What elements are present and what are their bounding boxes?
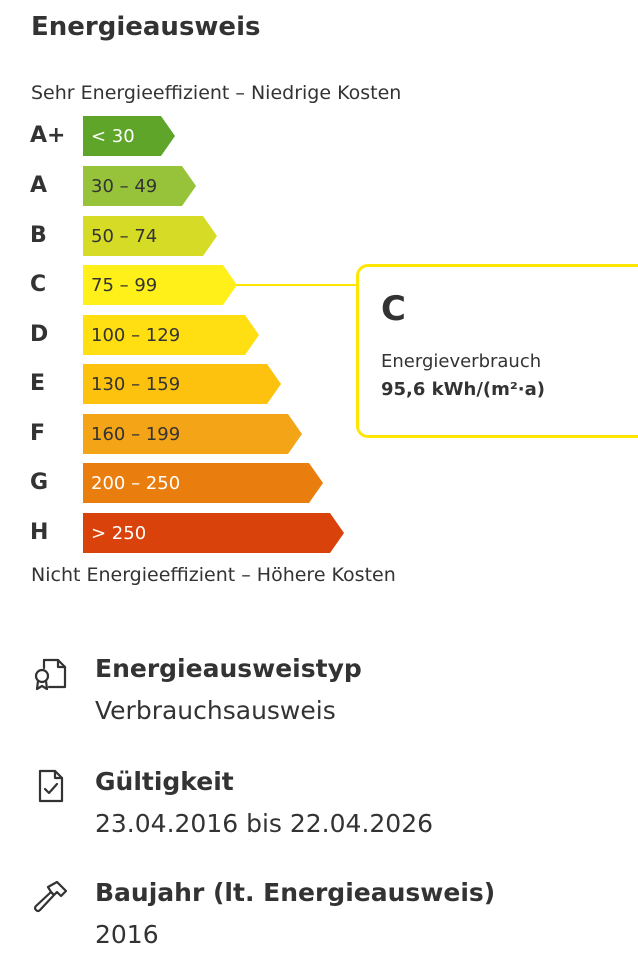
scale-bottom-note: Nicht Energieeffizient – Höhere Kosten — [31, 564, 396, 586]
detail-construction-year: Baujahr (lt. Energieausweis) 2016 — [0, 878, 638, 978]
detail-certificate-type: Energieausweistyp Verbrauchsausweis — [0, 654, 638, 754]
energy-range-label: 200 – 250 — [91, 472, 181, 494]
energy-bar-fill: > 250 — [83, 513, 330, 553]
energy-range-label: < 30 — [91, 125, 135, 147]
energy-class-letter: C — [30, 272, 47, 297]
energy-bar-fill: 75 – 99 — [83, 265, 223, 305]
detail-label: Gültigkeit — [95, 767, 234, 796]
energy-range-label: 50 – 74 — [91, 225, 158, 247]
energy-bar-fill: 50 – 74 — [83, 216, 203, 256]
energy-range-label: 75 – 99 — [91, 274, 158, 296]
energy-class-letter: H — [30, 520, 49, 545]
energy-bar-tip — [267, 364, 281, 404]
energy-class-letter: G — [30, 470, 49, 495]
energy-bar: 50 – 74 — [83, 216, 217, 256]
energy-bar-tip — [182, 166, 196, 206]
detail-label: Baujahr (lt. Energieausweis) — [95, 878, 496, 907]
energy-class-letter: B — [30, 223, 47, 248]
energy-class-letter: A+ — [30, 123, 66, 148]
callout-connector-line — [236, 284, 358, 286]
energy-range-label: 130 – 159 — [91, 373, 181, 395]
energy-bar-tip — [223, 265, 237, 305]
detail-value: 2016 — [95, 920, 159, 949]
energy-bar-fill: 130 – 159 — [83, 364, 267, 404]
energy-bar-fill: 30 – 49 — [83, 166, 182, 206]
energy-class-letter: D — [30, 322, 49, 347]
energy-bar-tip — [161, 116, 175, 156]
energy-bar-fill: 160 – 199 — [83, 414, 288, 454]
energy-range-label: > 250 — [91, 522, 147, 544]
energy-bar-tip — [288, 414, 302, 454]
certificate-document-icon — [32, 654, 70, 692]
energy-class-letter: F — [30, 421, 46, 446]
callout-energy-class: C — [381, 289, 406, 329]
energy-bar: 100 – 129 — [83, 315, 259, 355]
energy-bar: 130 – 159 — [83, 364, 281, 404]
energy-bar-fill: < 30 — [83, 116, 161, 156]
energy-bar: < 30 — [83, 116, 175, 156]
checked-document-icon — [32, 767, 70, 805]
energy-bar: 200 – 250 — [83, 463, 323, 503]
energy-rating-callout: C Energieverbrauch 95,6 kWh/(m²·a) — [356, 264, 638, 438]
energy-bar: 30 – 49 — [83, 166, 196, 206]
detail-validity: Gültigkeit 23.04.2016 bis 22.04.2026 — [0, 767, 638, 867]
callout-consumption-value: 95,6 kWh/(m²·a) — [381, 379, 545, 400]
scale-top-note: Sehr Energieeffizient – Niedrige Kosten — [31, 82, 402, 104]
energy-range-label: 160 – 199 — [91, 423, 181, 445]
energy-bar-tip — [203, 216, 217, 256]
detail-label: Energieausweistyp — [95, 654, 362, 683]
energy-class-letter: E — [30, 371, 46, 396]
energy-bar-tip — [245, 315, 259, 355]
energy-bar-fill: 200 – 250 — [83, 463, 309, 503]
callout-consumption-label: Energieverbrauch — [381, 351, 542, 372]
energy-bar-fill: 100 – 129 — [83, 315, 245, 355]
energy-bar: 160 – 199 — [83, 414, 302, 454]
energy-range-label: 100 – 129 — [91, 324, 181, 346]
energy-bar-tip — [309, 463, 323, 503]
energy-class-letter: A — [30, 173, 48, 198]
detail-value: Verbrauchsausweis — [95, 696, 336, 725]
detail-value: 23.04.2016 bis 22.04.2026 — [95, 809, 434, 838]
energy-bar: 75 – 99 — [83, 265, 237, 305]
energy-bar: > 250 — [83, 513, 344, 553]
hammer-icon — [32, 878, 70, 916]
energy-range-label: 30 – 49 — [91, 175, 158, 197]
section-title: Energieausweis — [31, 12, 261, 42]
energy-bar-tip — [330, 513, 344, 553]
